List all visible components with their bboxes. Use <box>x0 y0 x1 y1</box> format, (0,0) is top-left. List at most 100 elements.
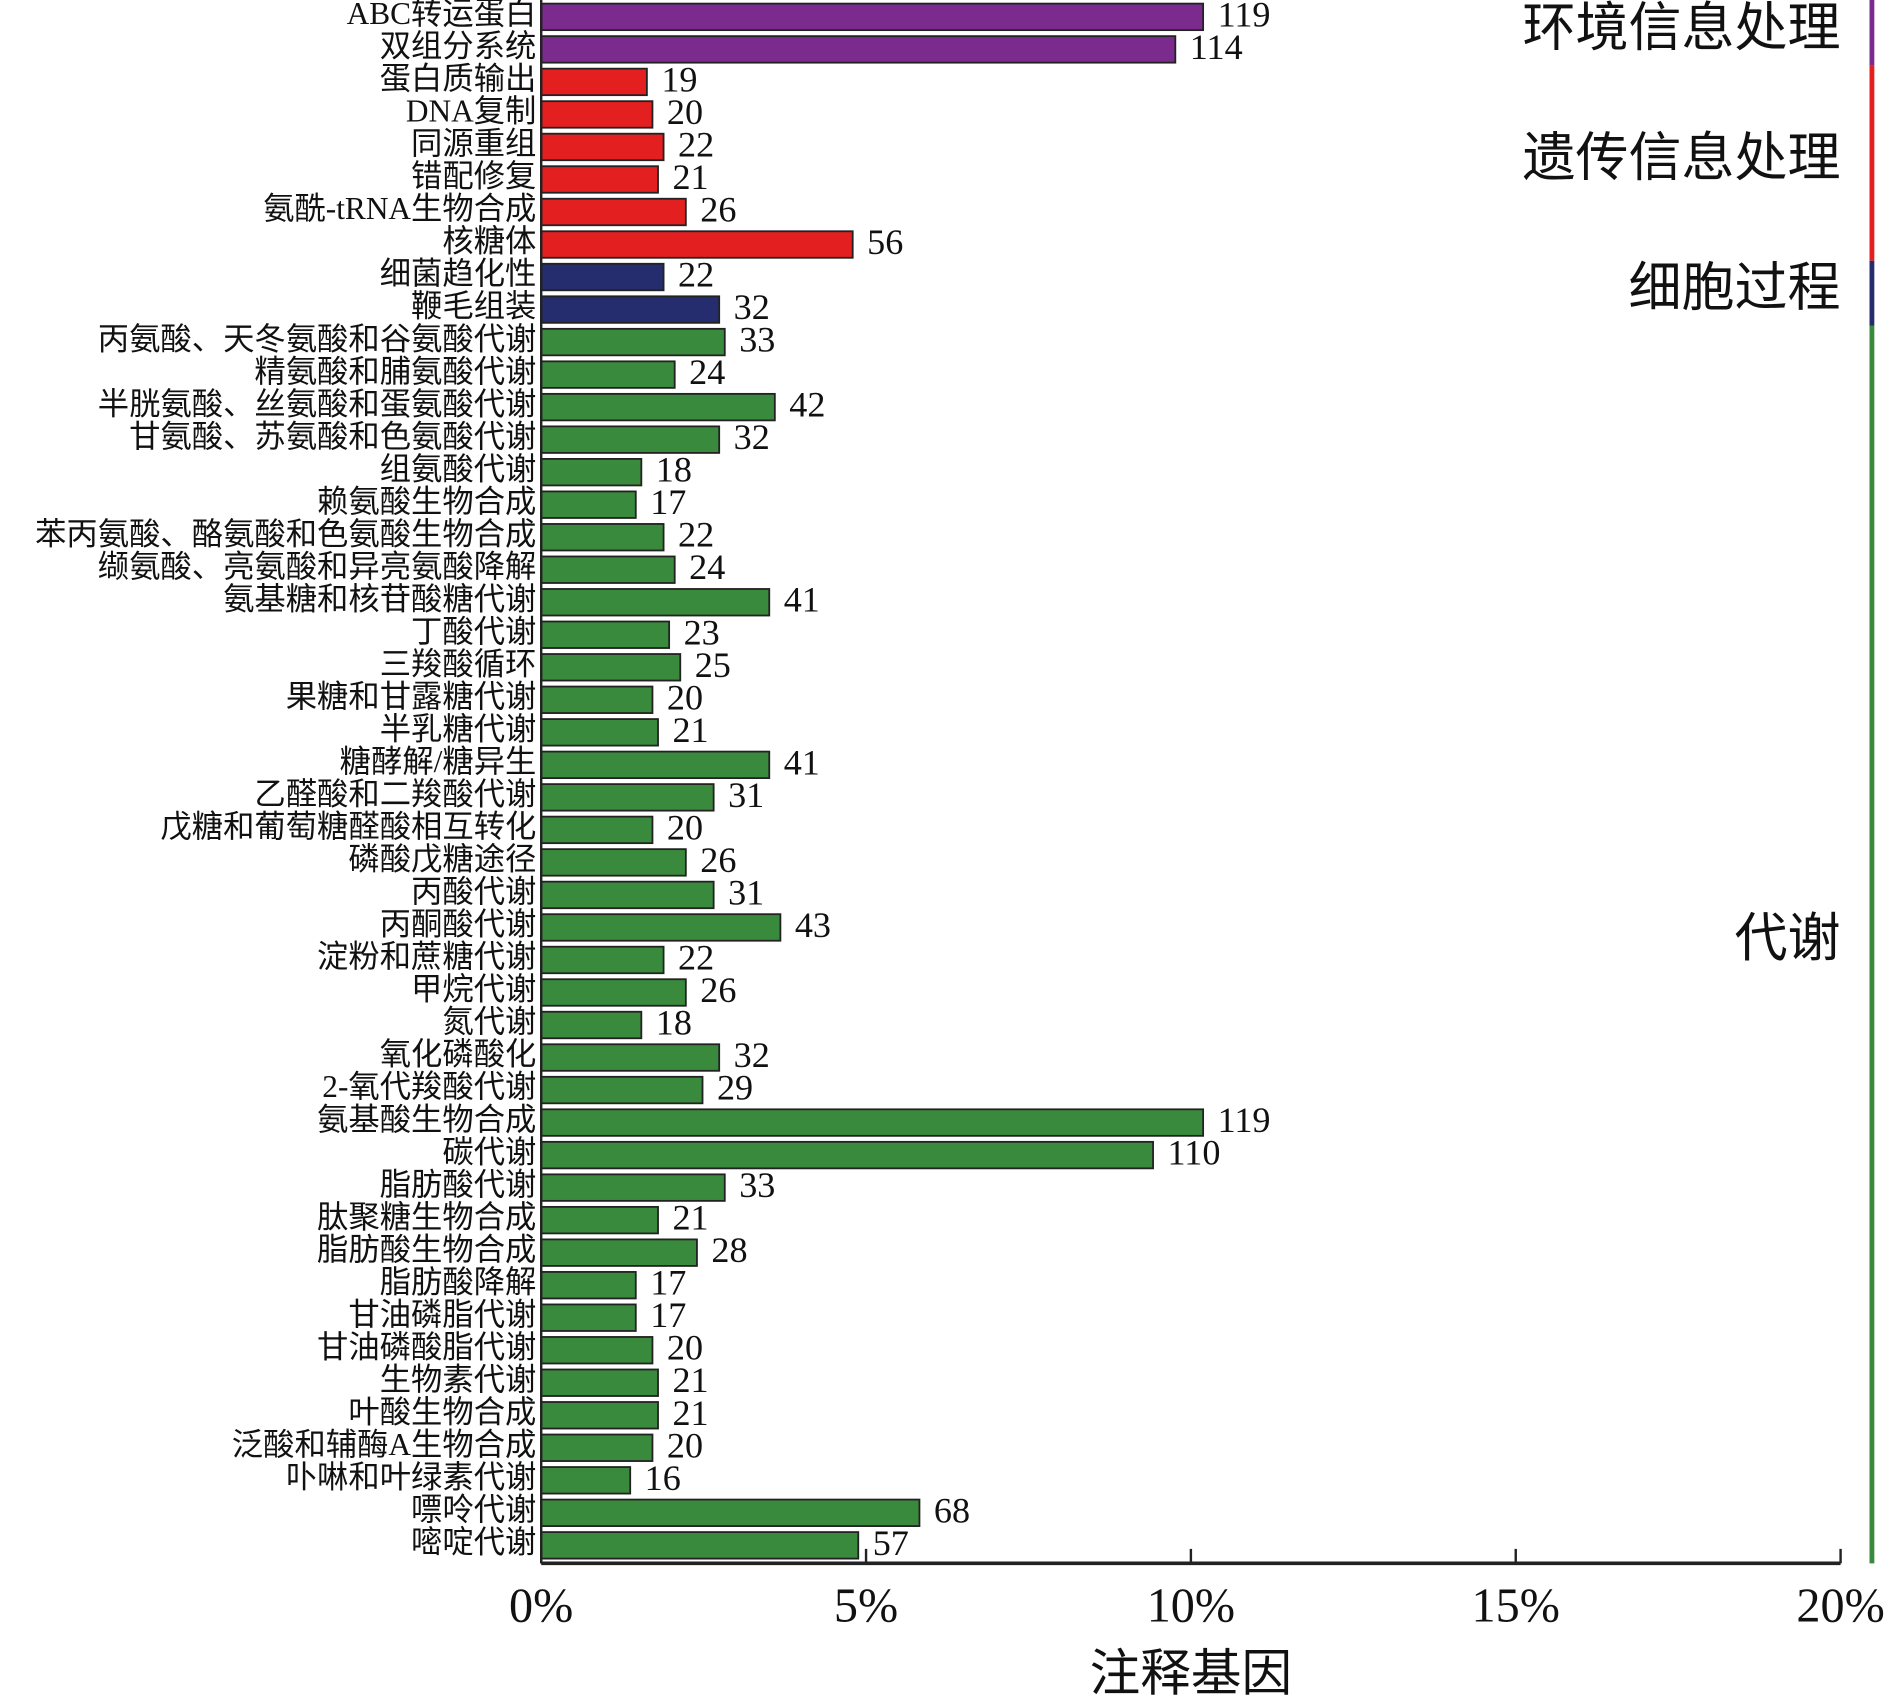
value-label: 20 <box>667 1328 703 1368</box>
value-label: 24 <box>689 352 725 392</box>
bar <box>540 132 665 162</box>
bar <box>540 1010 643 1040</box>
y-tick-label: 糖酵解/糖异生 <box>340 744 537 779</box>
value-label: 114 <box>1190 27 1243 67</box>
value-label: 68 <box>934 1490 970 1530</box>
bar <box>540 588 771 617</box>
y-tick-label: 氨酰-tRNA生物合成 <box>263 191 536 226</box>
value-label: 21 <box>672 157 708 197</box>
bar <box>540 1498 921 1527</box>
value-label: 21 <box>672 1198 708 1238</box>
y-tick-label: 嘧啶代谢 <box>411 1525 536 1560</box>
value-label: 32 <box>734 287 770 327</box>
bar <box>540 1238 698 1267</box>
y-tick-label: 生物素代谢 <box>380 1362 537 1397</box>
y-tick-label: 肽聚糖生物合成 <box>317 1199 536 1234</box>
value-label: 32 <box>734 417 770 457</box>
bar <box>540 945 665 975</box>
value-label: 22 <box>678 124 714 164</box>
bar <box>540 815 654 845</box>
y-tick-label: 甘氨酸、苏氨酸和色氨酸代谢 <box>129 419 536 454</box>
y-tick-label: DNA复制 <box>406 94 537 129</box>
bar <box>540 35 1177 64</box>
bar <box>540 100 654 129</box>
bar <box>540 1531 860 1560</box>
bar <box>540 718 659 747</box>
value-label: 26 <box>700 840 736 880</box>
y-tick-label: 脂肪酸生物合成 <box>317 1232 536 1267</box>
bar <box>540 1303 637 1332</box>
bar <box>540 1075 704 1105</box>
value-label: 31 <box>728 775 764 815</box>
x-axis-label: 注释基因 <box>1090 1646 1292 1702</box>
value-label: 119 <box>1218 1100 1271 1140</box>
y-tick-label: 磷酸戊糖途径 <box>348 842 536 877</box>
bar <box>540 978 687 1007</box>
y-tick-label: 嘌呤代谢 <box>411 1492 536 1527</box>
value-label: 21 <box>672 1360 708 1400</box>
value-label: 29 <box>717 1068 753 1108</box>
group-label: 环境信息处理 <box>1522 0 1840 57</box>
value-label: 21 <box>672 1393 708 1433</box>
bar <box>540 425 721 454</box>
x-tick-label: 10% <box>1147 1579 1235 1632</box>
y-tick-label: 氨基酸生物合成 <box>317 1102 536 1137</box>
y-tick-label: 细菌趋化性 <box>380 256 537 291</box>
bar <box>540 262 665 292</box>
y-tick-label: 半胱氨酸、丝氨酸和蛋氨酸代谢 <box>98 386 537 421</box>
y-tick-label: ABC转运蛋白 <box>347 0 537 31</box>
value-label: 18 <box>656 1003 692 1043</box>
bar <box>540 1173 726 1202</box>
value-label: 22 <box>678 255 714 295</box>
y-tick-label: 卟啉和叶绿素代谢 <box>286 1459 537 1494</box>
y-tick-label: 脂肪酸降解 <box>380 1264 537 1299</box>
y-tick-label: 2-氧代羧酸代谢 <box>322 1069 536 1104</box>
y-tick-label: 苯丙氨酸、酪氨酸和色氨酸生物合成 <box>35 516 536 551</box>
value-label: 17 <box>650 482 686 522</box>
y-tick-label: 甘油磷脂代谢 <box>348 1297 536 1332</box>
y-tick-label: 泛酸和辅酶A生物合成 <box>232 1427 537 1462</box>
y-tick-label: 鞭毛组装 <box>411 289 536 324</box>
y-tick-label: 甲烷代谢 <box>411 972 536 1007</box>
bar <box>540 490 637 519</box>
value-label: 28 <box>711 1230 747 1270</box>
value-label: 17 <box>650 1263 686 1303</box>
value-label: 42 <box>789 385 825 425</box>
bar <box>540 2 1205 32</box>
bar <box>540 165 659 194</box>
value-label: 32 <box>734 1035 770 1075</box>
value-label: 18 <box>656 450 692 490</box>
value-label: 119 <box>1218 0 1271 34</box>
value-label: 26 <box>700 970 736 1010</box>
bar <box>540 1205 659 1235</box>
y-tick-label: 赖氨酸生物合成 <box>317 484 536 519</box>
y-tick-label: 脂肪酸代谢 <box>380 1167 537 1202</box>
value-label: 24 <box>689 547 725 587</box>
bar <box>540 67 648 97</box>
bar <box>540 1043 721 1072</box>
y-tick-label: 甘油磷酸脂代谢 <box>317 1329 536 1364</box>
bar <box>540 653 682 682</box>
bar <box>540 620 671 649</box>
bar <box>540 360 676 389</box>
y-tick-label: 半乳糖代谢 <box>380 712 537 747</box>
y-tick-label: 三羧酸循环 <box>380 646 537 681</box>
bar <box>540 523 665 552</box>
y-tick-label: 丙酮酸代谢 <box>380 907 537 942</box>
y-tick-label: 淀粉和蔗糖代谢 <box>317 939 536 974</box>
value-label: 16 <box>645 1458 681 1498</box>
group-label: 细胞过程 <box>1629 259 1841 317</box>
value-label: 20 <box>667 807 703 847</box>
bar <box>540 327 726 357</box>
y-tick-label: 戊糖和葡萄糖醛酸相互转化 <box>160 809 536 844</box>
y-tick-label: 氧化磷酸化 <box>380 1037 537 1072</box>
bar <box>540 1433 654 1462</box>
bar <box>540 1368 659 1397</box>
y-tick-label: 错配修复 <box>411 159 536 194</box>
bar <box>540 555 676 584</box>
value-label: 33 <box>739 1165 775 1205</box>
value-label: 21 <box>672 710 708 750</box>
y-tick-label: 双组分系统 <box>380 29 537 64</box>
